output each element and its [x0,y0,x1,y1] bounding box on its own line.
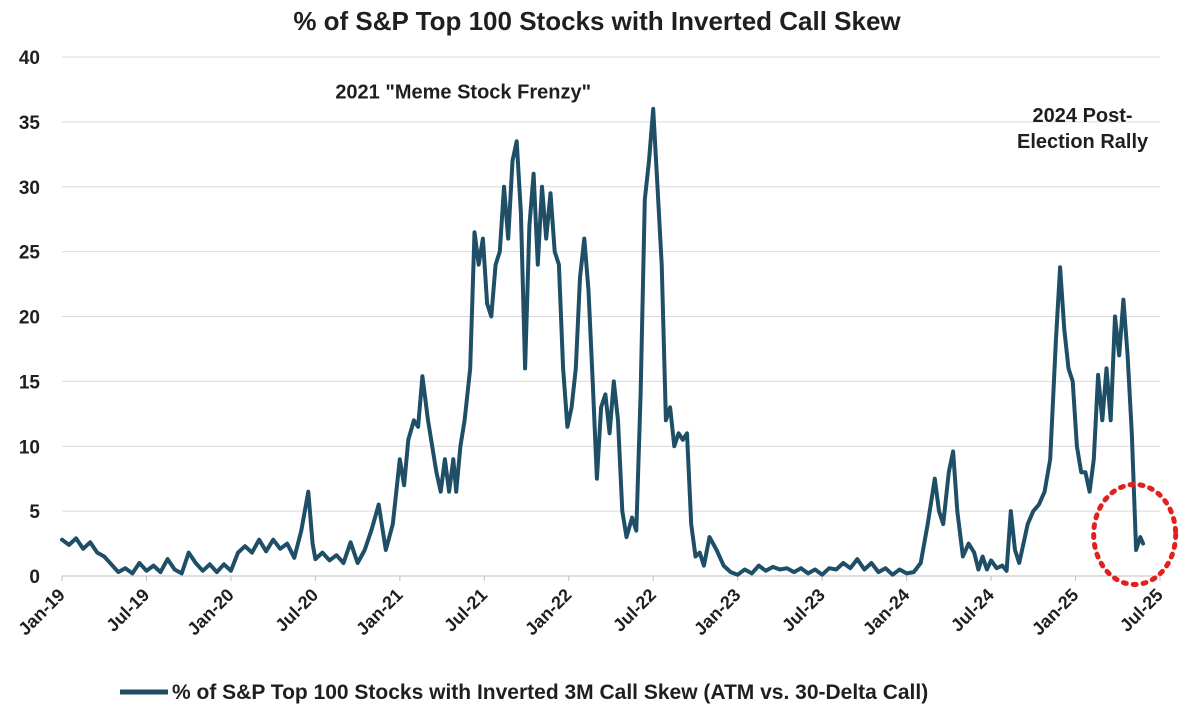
annotation: 2024 Post- [1033,105,1133,127]
x-tick-label: Jan-22 [521,585,575,639]
x-tick-label: Jan-25 [1028,585,1082,639]
x-tick-label: Jan-19 [14,585,68,639]
y-tick-label: 15 [19,372,41,393]
series-line [60,106,1146,577]
chart-title: % of S&P Top 100 Stocks with Inverted Ca… [293,6,901,36]
x-tick-label: Jul-22 [609,585,660,636]
x-axis-tick-labels: Jan-19 Jul-19 Jan-20 Jul-20 Jan-21 Jul-21 Jan-… [14,576,1167,639]
x-tick-label: Jul-20 [271,585,322,636]
y-tick-label: 0 [29,567,40,588]
x-tick-label: Jul-21 [440,585,491,636]
gridlines [62,56,1160,577]
x-tick-label: Jan-21 [352,585,406,639]
y-axis-tick-labels: 0 5 10 15 20 25 30 35 40 [19,48,41,588]
y-tick-label: 35 [19,113,41,134]
highlight-circle [1091,481,1179,587]
y-tick-label: 40 [19,48,40,69]
y-tick-label: 5 [29,502,40,523]
x-tick-label: Jan-24 [859,585,913,639]
x-tick-label: Jul-19 [102,585,153,636]
x-tick-label: Jul-23 [778,585,829,636]
y-tick-label: 25 [19,243,41,264]
legend: % of S&P Top 100 Stocks with Inverted 3M… [120,681,928,704]
annotation: 2021 "Meme Stock Frenzy" [335,82,591,104]
x-tick-label: Jan-23 [690,585,744,639]
annotations: 2021 "Meme Stock Frenzy" 2024 Post- Electi… [335,82,1149,153]
annotation: Election Rally [1017,131,1149,153]
y-tick-label: 20 [19,308,40,329]
x-tick-label: Jul-24 [947,585,998,636]
legend-label: % of S&P Top 100 Stocks with Inverted 3M… [172,681,928,704]
x-tick-label: Jul-25 [1116,585,1167,636]
y-tick-label: 30 [19,178,40,199]
y-tick-label: 10 [19,437,40,458]
x-tick-label: Jan-20 [183,585,237,639]
